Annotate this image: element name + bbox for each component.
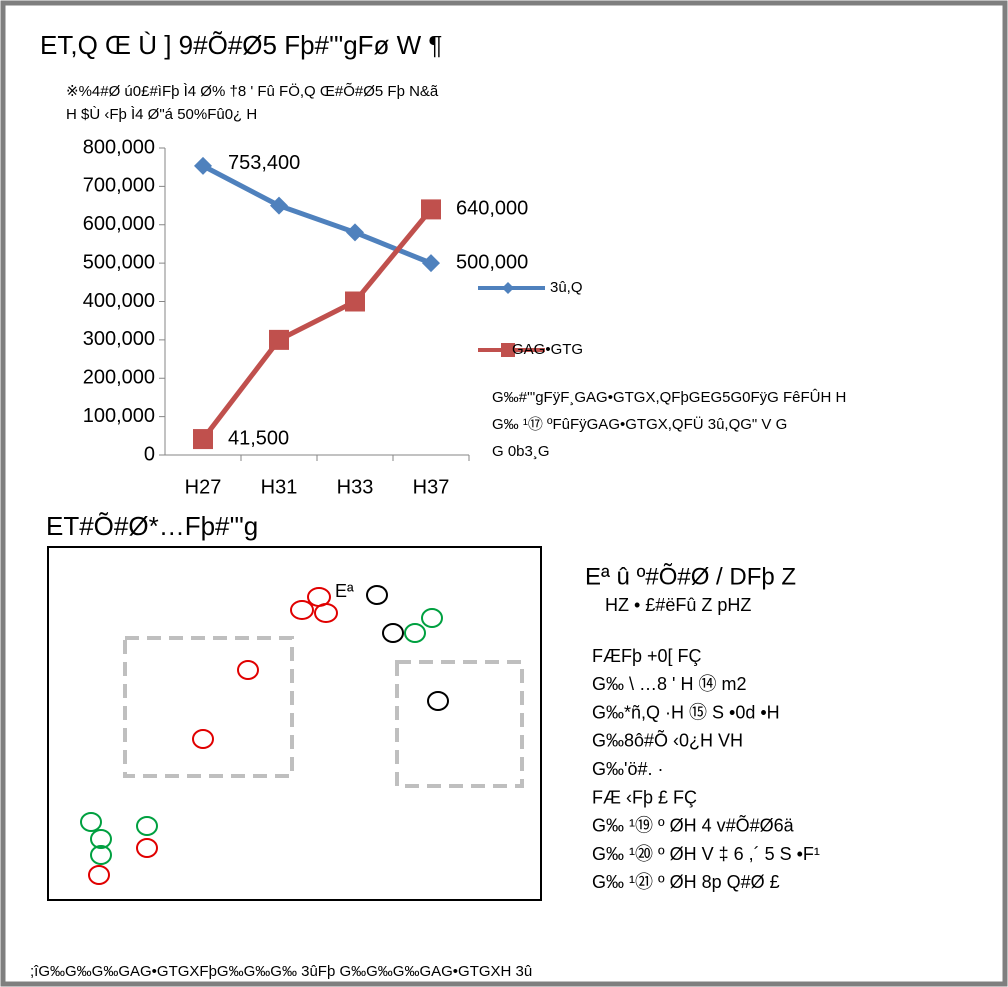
- legend-label: GAG•GTG: [512, 341, 595, 358]
- data-label: 640,000: [456, 198, 528, 220]
- point: [194, 156, 212, 175]
- series-line: [201, 163, 432, 266]
- y-tick-label: 800,000: [83, 136, 155, 158]
- legend-marker: [501, 343, 515, 357]
- circle: [404, 623, 426, 643]
- y-tick-label: 200,000: [83, 367, 155, 389]
- x-tick-label: H33: [337, 476, 374, 498]
- point: [269, 329, 289, 350]
- x-tick-label: H27: [185, 476, 222, 498]
- dashed-zone: [395, 660, 524, 788]
- annotation: G‰#'"gFÿF¸GAG•GTGX,QFþGEG5G0FÿG FêFÛH H: [492, 389, 846, 406]
- diagram-label: Eª: [335, 581, 354, 601]
- circle: [192, 729, 214, 749]
- chart-subtitle: H $Ù ‹Fþ Ì4 Ø"á 50%Fû0¿ H: [66, 106, 257, 123]
- y-tick-label: 400,000: [83, 290, 155, 312]
- footer: ;îG‰G‰G‰GAG•GTGXFþG‰G‰G‰ 3ûFþ G‰G‰G‰GAG•…: [30, 963, 532, 980]
- point: [421, 199, 441, 220]
- panel-line: G‰ ¹㉑ º ØH 8p Q#Ø £: [592, 872, 780, 892]
- panel-title: Eª û º#Õ#Ø / DFþ Z: [585, 562, 796, 590]
- plot: 0 100,000 200,000 300,000 400,000 500,000 600,…: [83, 136, 847, 498]
- circle: [290, 600, 314, 620]
- panel-line: G‰ \ …8 ' H ⑭ m2: [592, 674, 746, 694]
- point: [346, 223, 364, 242]
- diagram-box: [47, 546, 542, 901]
- diagram-title: ET#Õ#Ø*…Fþ#'"g: [46, 511, 258, 541]
- series: 41,500 640,000 GAG•GTG: [193, 198, 595, 450]
- circle: [90, 845, 112, 865]
- chart-title: ET,Q Œ Ù ] 9#Õ#Ø5 Fþ#'"gFø W ¶: [40, 30, 442, 60]
- panel-line: G‰ ¹⑳ º ØH V ‡ 6 ,´ 5 S •F¹: [592, 844, 820, 864]
- y-tick-label: 500,000: [83, 251, 155, 273]
- point: [193, 429, 213, 450]
- panel-subtitle: HZ • £#ëFû Z pHZ: [605, 595, 751, 615]
- circle: [366, 585, 388, 605]
- legend-marker: [502, 282, 514, 294]
- circle: [80, 812, 102, 832]
- circles: [80, 585, 449, 885]
- circle: [237, 660, 259, 680]
- panel-line: G‰8ô#Õ ‹0¿H VH: [592, 730, 743, 751]
- legend-label: 3û,Q: [550, 279, 583, 296]
- series: 753,400 500,000 3û,Q: [194, 152, 583, 296]
- y-tick-label: 600,000: [83, 213, 155, 235]
- circle: [136, 838, 158, 858]
- annotation: G 0b3¸G: [492, 443, 550, 460]
- point: [270, 196, 288, 215]
- circle: [314, 603, 338, 623]
- x-tick-label: H37: [413, 476, 450, 498]
- circle: [88, 865, 110, 885]
- point: [345, 291, 365, 312]
- circle: [421, 608, 443, 628]
- panel-line: G‰*ñ,Q ·H ⑮ S •0d •H: [592, 702, 780, 722]
- chart-subtitle: ※%4#Ø ú0£#ìFþ Ì4 Ø% †8 ' Fû FÖ,Q Œ#Õ#Ø5 …: [66, 82, 439, 100]
- y-tick-label: 700,000: [83, 175, 155, 197]
- panel-line: FÆFþ +0[ FÇ: [592, 646, 702, 666]
- data-label: 41,500: [228, 427, 289, 449]
- data-label: 500,000: [456, 251, 528, 273]
- series-line: [201, 207, 433, 441]
- circle: [427, 691, 449, 711]
- circle: [90, 829, 112, 849]
- panel-line: FÆ ‹Fþ £ FÇ: [592, 787, 697, 807]
- data-label: 753,400: [228, 152, 300, 174]
- dashed-zone: [123, 636, 294, 778]
- circle: [136, 816, 158, 836]
- circle: [382, 623, 404, 643]
- x-tick-label: H31: [261, 476, 298, 498]
- panel-line: G‰'ö#. ·: [592, 759, 663, 779]
- annotation: G‰ ¹⑰ ºFûFÿGAG•GTGX,QFÜ 3û,QG" V G: [492, 415, 787, 433]
- y-tick-label: 0: [144, 443, 155, 465]
- y-tick-label: 100,000: [83, 405, 155, 427]
- y-tick-label: 300,000: [83, 328, 155, 350]
- panel-lines: FÆFþ +0[ FÇ G‰ \ …8 ' H ⑭ m2 G‰*ñ,Q ·H ⑮ S…: [592, 646, 820, 892]
- point: [422, 254, 440, 273]
- panel-line: G‰ ¹⑲ º ØH 4 v#Õ#Ø6ä: [592, 815, 795, 836]
